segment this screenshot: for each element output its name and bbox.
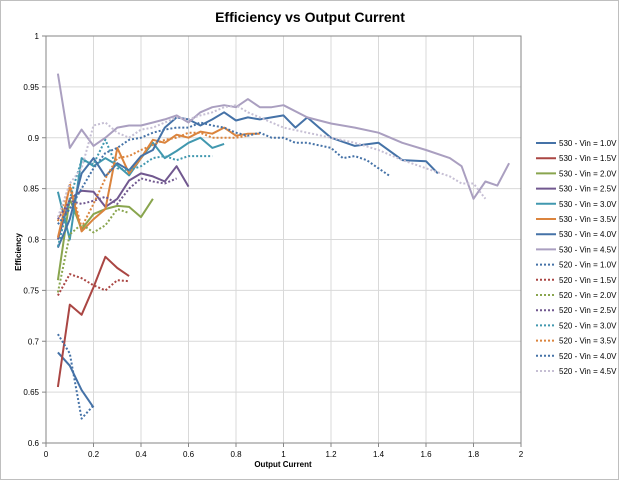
legend-label: 520 - Vin = 4.0V (559, 352, 617, 361)
series-line-10 (57, 273, 130, 296)
series-line-2 (56, 255, 130, 388)
legend-label: 520 - Vin = 3.5V (559, 337, 617, 346)
x-tick-label: 0.8 (230, 450, 242, 459)
series-line-15 (57, 121, 391, 225)
x-tick-label: 0.6 (183, 450, 195, 459)
series-line-4 (56, 165, 190, 240)
legend-label: 530 - Vin = 2.5V (559, 185, 617, 194)
y-tick-label: 0.75 (23, 286, 39, 295)
y-axis-label: Efficiency (14, 233, 23, 271)
y-tick-label: 0.65 (23, 388, 39, 397)
gridlines (45, 35, 522, 444)
legend-label: 520 - Vin = 3.0V (559, 321, 617, 330)
legend-label: 520 - Vin = 2.5V (559, 306, 617, 315)
legend-label: 520 - Vin = 1.0V (559, 261, 617, 270)
chart-title: Efficiency vs Output Current (215, 9, 405, 25)
legend-label: 530 - Vin = 2.0V (559, 169, 617, 178)
axis-ticks: 0.6 0.65 0.7 0.75 0.8 0.85 0.9 0.95 1 0 0.2 0.4 0.6 0… (23, 32, 523, 459)
legend-label: 530 - Vin = 1.5V (559, 154, 617, 163)
legend-label: 520 - Vin = 1.5V (559, 276, 617, 285)
series-line-16 (56, 104, 487, 218)
x-axis-label: Output Current (254, 460, 312, 469)
legend-label: 530 - Vin = 4.5V (559, 245, 617, 254)
series-line-8 (56, 73, 510, 200)
series-line-12 (57, 177, 177, 220)
legend-label: 520 - Vin = 4.5V (559, 367, 617, 376)
y-tick-label: 0.95 (23, 83, 39, 92)
x-tick-label: 2 (519, 450, 524, 459)
legend-label: 520 - Vin = 2.0V (559, 291, 617, 300)
x-tick-label: 0 (44, 450, 49, 459)
series-line-9 (57, 333, 95, 420)
legend-label: 530 - Vin = 3.5V (559, 215, 617, 224)
series-line-14 (56, 131, 249, 229)
y-tick-label: 0.85 (23, 185, 39, 194)
legend-label: 530 - Vin = 3.0V (559, 200, 617, 209)
x-tick-label: 1 (281, 450, 286, 459)
x-tick-label: 1.8 (468, 450, 480, 459)
y-tick-label: 0.7 (28, 337, 40, 346)
x-tick-label: 1.2 (325, 450, 337, 459)
x-tick-label: 1.4 (373, 450, 385, 459)
y-tick-label: 1 (35, 32, 40, 41)
series-line-7 (56, 111, 439, 248)
y-tick-label: 0.8 (28, 236, 40, 245)
series-lines (56, 73, 510, 420)
series-line-1 (57, 351, 95, 408)
x-tick-label: 0.4 (135, 450, 147, 459)
legend-label: 530 - Vin = 4.0V (559, 230, 617, 239)
y-tick-label: 0.9 (28, 134, 40, 143)
legend: 530 - Vin = 1.0V 530 - Vin = 1.5V 530 - Vi… (536, 139, 617, 376)
legend-label: 530 - Vin = 1.0V (559, 139, 617, 148)
y-tick-label: 0.6 (28, 439, 40, 448)
x-tick-label: 0.2 (88, 450, 100, 459)
series-line-11 (56, 208, 130, 293)
x-tick-label: 1.6 (420, 450, 432, 459)
